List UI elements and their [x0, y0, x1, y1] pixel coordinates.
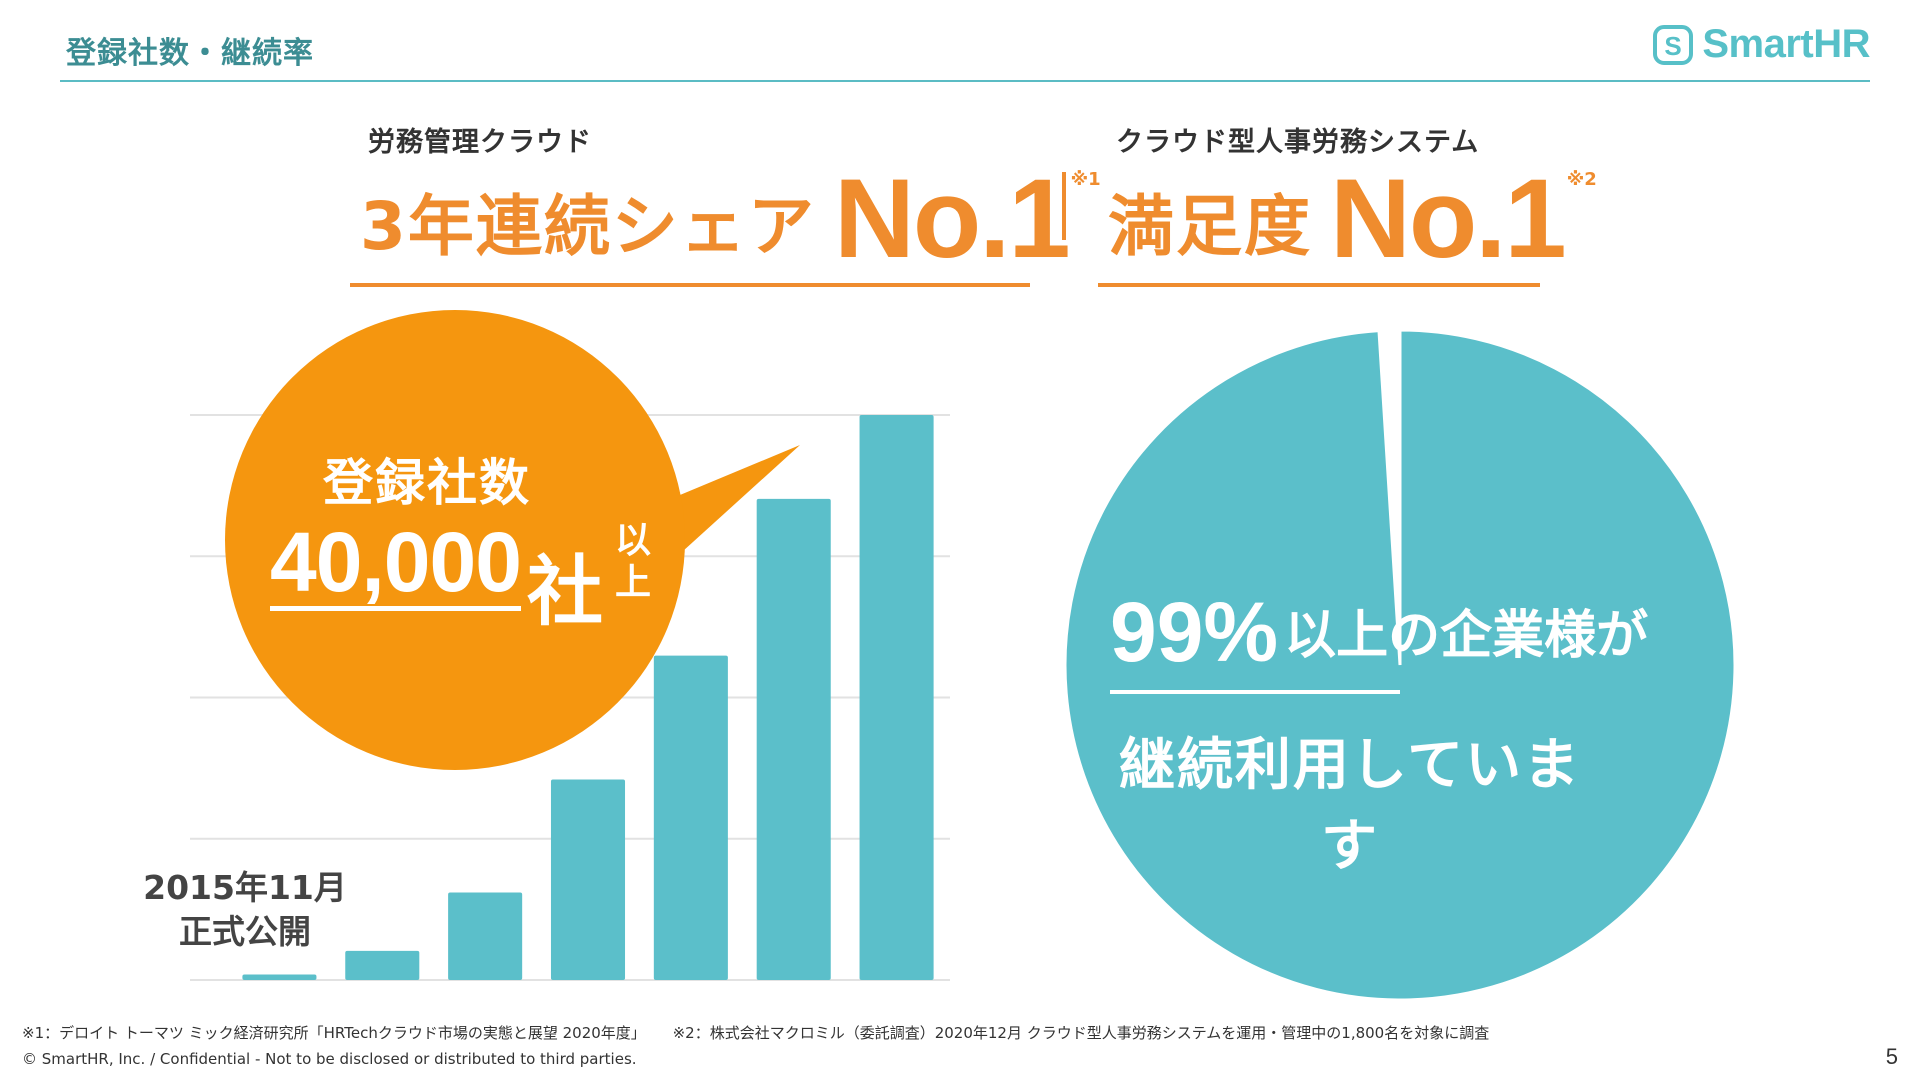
header-rule [60, 80, 1870, 82]
registered-count: 40,000 [270, 518, 522, 612]
claim-underline [1098, 283, 1540, 287]
launch-annotation: 2015年11月 正式公開 [130, 866, 360, 954]
page-number: 5 [1885, 1044, 1898, 1069]
retention-line1: 99% 以上の企業様が [1110, 590, 1648, 674]
claim-headline: 3年連続シェア [360, 188, 816, 265]
footnote-2: ※2：株式会社マクロミル（委託調査）2020年12月 クラウド型人事労務システム… [672, 1024, 1490, 1042]
footnote-1: ※1：デロイト トーマツ ミック経済研究所「HRTechクラウド市場の実態と展望… [22, 1024, 646, 1042]
claim-rank: No.1 [833, 156, 1071, 281]
launch-label: 正式公開 [179, 912, 311, 951]
page-title: 登録社数・継続率 [66, 36, 314, 71]
retention-line1-rest: 以上の企業様が [1284, 606, 1649, 666]
bar [653, 655, 728, 980]
smarthr-logo-icon: S [1653, 24, 1694, 65]
bar [242, 974, 317, 980]
bar [550, 779, 626, 980]
footnotes: ※1：デロイト トーマツ ミック経済研究所「HRTechクラウド市場の実態と展望… [22, 1022, 1489, 1043]
retention-line2: 継続利用しています [1118, 733, 1582, 879]
registered-count-unit: 社 [527, 547, 603, 636]
claim-share: 労務管理クラウド 3年連続シェア No.1 ※1 [350, 120, 1101, 287]
bar [448, 892, 523, 980]
bubble-title: 登録社数 [323, 454, 531, 512]
bar [756, 498, 831, 980]
claim-satisfaction: クラウド型人事労務システム 満足度 No.1 ※2 [1098, 120, 1597, 287]
retention-percent: 99% [1110, 585, 1279, 679]
pie-slice [1063, 328, 1737, 1002]
brand-logo: S SmartHR [1652, 22, 1870, 67]
claim-subtitle: 労務管理クラウド [368, 127, 592, 158]
bar [859, 415, 934, 980]
bar [345, 950, 420, 980]
claim-divider [1062, 172, 1066, 240]
svg-text:S: S [1665, 31, 1682, 61]
copyright: © SmartHR, Inc. / Confidential - Not to … [22, 1050, 637, 1068]
claim-underline [350, 283, 1030, 287]
retention-pie-chart [1063, 328, 1737, 1002]
claim-headline: 満足度 [1108, 188, 1312, 265]
claim-note: ※1 [1070, 169, 1101, 190]
registered-count-suffix: 以上 [614, 520, 651, 603]
claim-note: ※2 [1566, 169, 1597, 190]
launch-date: 2015年11月 [143, 868, 347, 907]
claim-headline-row: 3年連続シェア No.1 ※1 [360, 163, 1101, 275]
brand-name: SmartHR [1702, 22, 1870, 66]
claim-headline-row: 満足度 No.1 ※2 [1108, 163, 1597, 275]
retention-underline [1110, 690, 1400, 694]
claim-subtitle: クラウド型人事労務システム [1116, 127, 1480, 158]
claim-rank: No.1 [1330, 156, 1567, 281]
